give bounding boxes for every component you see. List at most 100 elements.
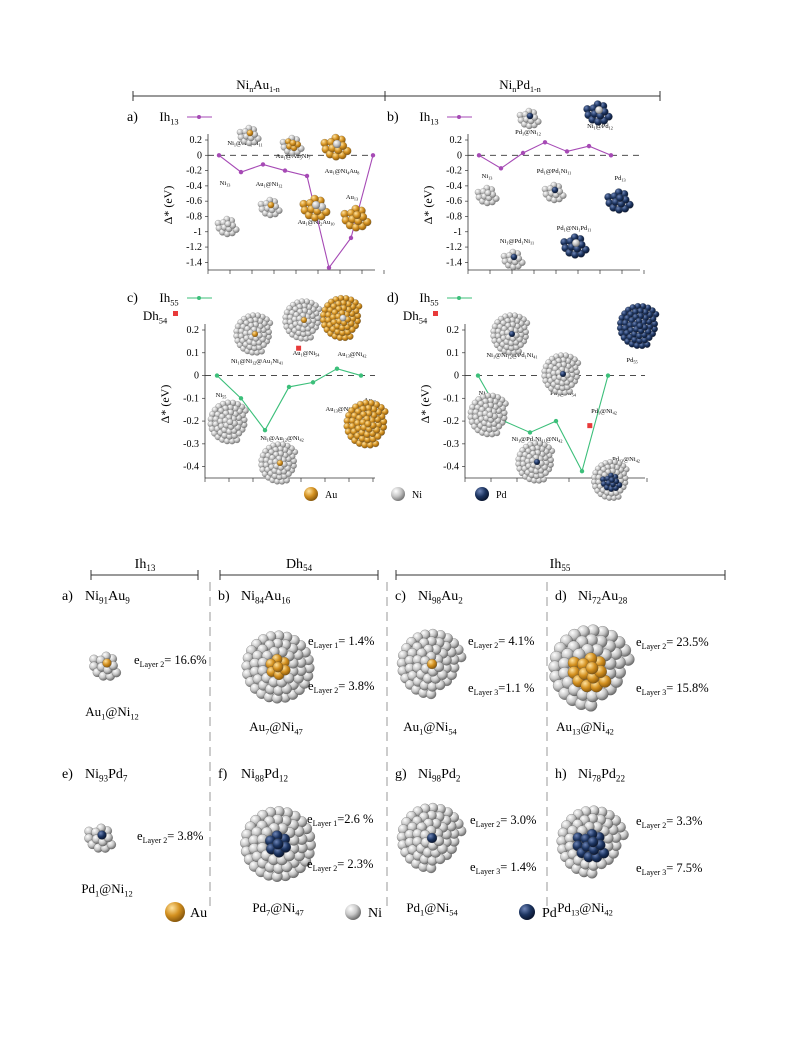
data-point xyxy=(260,162,266,167)
cluster-au13-ni42 xyxy=(319,294,363,342)
composition-label: Ni91Au9 xyxy=(85,589,130,606)
cluster-ni1-au12-ni42 xyxy=(258,441,299,485)
panel-label: f) xyxy=(218,767,228,782)
y-tick-label: 0.1 xyxy=(187,348,200,359)
series2-legend-label: Dh54 xyxy=(143,308,168,325)
cluster-au1-au5ni7 xyxy=(279,134,305,157)
structure-label: Ni13 xyxy=(482,173,493,181)
group-bracket-ih55 xyxy=(395,570,726,580)
structure-label: Ni1@Ni12@Au1Ni41 xyxy=(231,358,283,366)
y-axis-label: Δ* (eV) xyxy=(158,385,172,424)
y-axis-label: Δ* (eV) xyxy=(161,186,175,225)
y-tick-label: -0.2 xyxy=(183,416,199,427)
composition-label: Ni98Au2 xyxy=(418,589,463,606)
element-legend-top: Au Ni Pd xyxy=(304,487,507,501)
cluster-au1-ni54 xyxy=(282,298,323,342)
series-legend-marker xyxy=(457,115,461,119)
pd-legend-label: Pd xyxy=(496,490,507,501)
structure-label: Pd1@Ni12 xyxy=(515,129,541,137)
y-tick-label: -1.2 xyxy=(186,242,202,253)
y-tick-label: -0.8 xyxy=(186,211,202,222)
data-point xyxy=(348,235,354,241)
composition-label: Ni78Pd22 xyxy=(578,767,625,784)
cluster-ni55-d xyxy=(467,392,509,438)
panel-label: a) xyxy=(127,110,138,125)
data-point xyxy=(370,153,376,158)
structure-label: Ni13 xyxy=(220,180,231,188)
cluster-composition-label: Pd13@Ni42 xyxy=(557,900,613,917)
strain-label: eLayer 2= 3.0% xyxy=(470,813,536,829)
au-legend-swatch xyxy=(304,487,318,501)
strain-label: eLayer 2= 2.3% xyxy=(307,857,373,873)
cluster-ni1-au1ni11 xyxy=(236,124,262,147)
data-point xyxy=(310,380,316,385)
cluster-composition-label: Au1@Ni54 xyxy=(403,719,457,736)
cluster-picture xyxy=(548,624,635,712)
series-line xyxy=(218,154,374,269)
element-legend-bottom: Au Ni Pd xyxy=(165,902,557,922)
strain-label: eLayer 2= 3.3% xyxy=(636,814,702,830)
cluster-au13 xyxy=(340,204,372,232)
panel-label: a) xyxy=(62,589,73,604)
series-legend-marker xyxy=(457,296,461,300)
dh54-data-point xyxy=(296,345,302,351)
y-tick-label: 0 xyxy=(457,150,462,161)
cluster-au1-ni12 xyxy=(257,196,283,219)
y-tick-label: -0.3 xyxy=(183,439,199,450)
structure-label: Au13@Ni42 xyxy=(338,351,367,359)
strain-label: eLayer 3=1.1 % xyxy=(468,681,534,697)
series-legend-label: Ih55 xyxy=(419,290,438,307)
data-point xyxy=(238,396,244,401)
cluster-picture xyxy=(89,651,122,681)
strain-label: eLayer 1= 1.4% xyxy=(308,634,374,650)
cluster-pd13 xyxy=(604,188,634,214)
structure-label: Pd1@Pd1Ni11 xyxy=(537,168,572,176)
y-tick-label: -0.4 xyxy=(446,181,462,192)
cluster-ni1-pd1ni11-ni42 xyxy=(515,440,556,484)
composition-label: Ni88Pd12 xyxy=(241,767,288,784)
cluster-au-ni4au8 xyxy=(320,133,352,161)
ni-legend-label: Ni xyxy=(412,490,422,501)
column-separators xyxy=(209,582,548,912)
chart-panel-c: 0.2 0.1 0 -0.1 -0.2 -0.3 -0.4 Δ* (eV) c) Ih55Dh54… xyxy=(127,290,376,482)
cluster-pd1-pd1ni11 xyxy=(541,181,567,204)
strain-label: eLayer 2= 23.5% xyxy=(636,635,709,651)
strain-label: eLayer 2= 4.1% xyxy=(468,634,534,650)
data-point xyxy=(214,373,220,378)
data-point xyxy=(498,166,504,171)
strain-label: eLayer 1=2.6 % xyxy=(307,812,373,828)
composition-label: Ni84Au16 xyxy=(241,589,291,606)
cluster-picture xyxy=(84,823,117,853)
series2-legend-marker xyxy=(433,311,438,316)
series-legend-marker xyxy=(197,296,201,300)
data-point xyxy=(564,149,570,154)
structure-label: Ni55 xyxy=(216,392,227,400)
cluster-picture xyxy=(241,630,315,704)
y-tick-label: -0.4 xyxy=(443,462,459,473)
panel-label: e) xyxy=(62,767,73,782)
cluster-picture xyxy=(556,805,629,879)
y-tick-label: -1 xyxy=(454,227,462,238)
cluster-ni1-pd12 xyxy=(583,100,613,126)
data-point xyxy=(358,373,364,378)
y-tick-label: -1 xyxy=(194,227,202,238)
group-label-ih55: Ih55 xyxy=(550,557,571,573)
data-point xyxy=(216,153,222,158)
y-tick-label: -0.4 xyxy=(183,462,199,473)
y-tick-label: -0.2 xyxy=(446,166,462,177)
cluster-ni13 xyxy=(214,215,240,238)
cluster-composition-label: Pd1@Ni54 xyxy=(406,900,458,917)
structure-panel-h: h) Ni78Pd22 eLayer 2= 3.3% eLayer 3= 7.5% P… xyxy=(555,767,702,917)
au-legend-label-bottom: Au xyxy=(190,906,207,921)
strain-label: eLayer 3= 7.5% xyxy=(636,861,702,877)
y-tick-label: -0.1 xyxy=(183,393,199,404)
cluster-ni1-pd1ni11 xyxy=(500,248,526,271)
chart-panel-a: 0.2 0 -0.2 -0.4 -0.6 -0.8 -1 -1.2 -1.4 Δ* (eV) a) I… xyxy=(127,109,385,274)
structure-label: Au1@Ni2Au10 xyxy=(298,219,335,227)
strain-label: eLayer 3= 1.4% xyxy=(470,860,536,876)
cluster-picture xyxy=(396,628,467,700)
cluster-au55 xyxy=(343,399,389,449)
y-tick-label: 0 xyxy=(197,150,202,161)
composition-header-rule xyxy=(132,91,661,101)
structure-label: Pd55 xyxy=(626,357,637,365)
